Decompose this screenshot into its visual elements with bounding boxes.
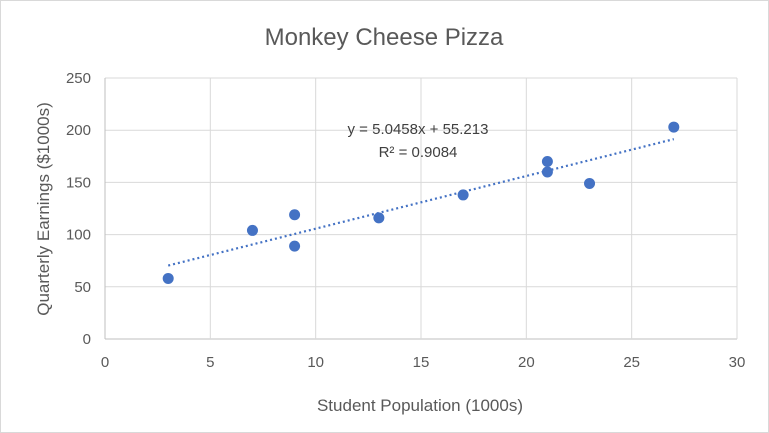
data-points xyxy=(162,121,680,284)
data-point xyxy=(668,121,680,133)
data-point xyxy=(584,177,596,189)
y-axis-title: Quarterly Earnings ($1000s) xyxy=(34,102,53,316)
y-tick-label: 250 xyxy=(66,70,91,87)
x-axis-title: Student Population (1000s) xyxy=(317,396,523,415)
data-point xyxy=(289,209,301,221)
y-axis-ticks: 0 50 100 150 200 250 xyxy=(66,70,91,348)
x-tick-label: 10 xyxy=(307,354,324,371)
y-tick-label: 0 xyxy=(83,331,91,348)
y-tick-label: 50 xyxy=(74,279,91,296)
data-point xyxy=(289,240,301,252)
data-point xyxy=(541,166,553,178)
x-tick-label: 15 xyxy=(413,354,430,371)
x-tick-label: 25 xyxy=(623,354,640,371)
data-point xyxy=(457,189,469,201)
y-tick-label: 100 xyxy=(66,227,91,244)
chart-title: Monkey Cheese Pizza xyxy=(265,24,504,51)
x-axis-ticks: 0 5 10 15 20 25 30 xyxy=(101,354,746,371)
x-tick-label: 0 xyxy=(101,354,109,371)
x-tick-label: 5 xyxy=(206,354,214,371)
trendline-r-squared: R² = 0.9084 xyxy=(379,144,458,161)
trendline-equation: y = 5.0458x + 55.213 xyxy=(348,121,489,138)
y-tick-label: 150 xyxy=(66,174,91,191)
trendline xyxy=(167,138,675,267)
y-tick-label: 200 xyxy=(66,122,91,139)
x-tick-label: 30 xyxy=(729,354,746,371)
data-point xyxy=(246,224,258,236)
data-point xyxy=(541,156,553,168)
data-point xyxy=(373,212,385,224)
gridlines xyxy=(104,77,738,340)
data-point xyxy=(162,272,174,284)
trendline-group xyxy=(167,138,675,267)
x-tick-label: 20 xyxy=(518,354,535,371)
